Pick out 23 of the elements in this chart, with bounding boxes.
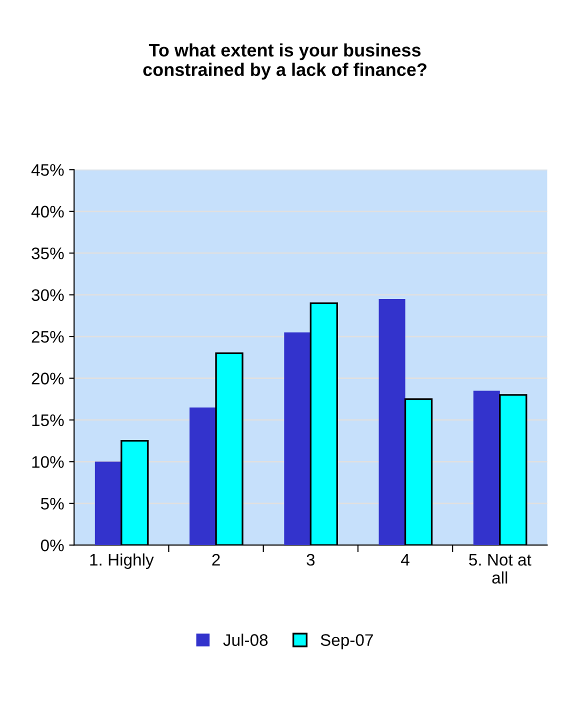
y-tick-label: 0% xyxy=(40,540,64,552)
y-tick-label: 5% xyxy=(40,498,64,510)
x-tick-label: 5. Not at all xyxy=(469,554,532,584)
y-tick-label: 25% xyxy=(32,330,64,343)
bar xyxy=(473,390,500,546)
y-tick-label: 40% xyxy=(31,206,64,218)
legend-label: Sep-07 xyxy=(320,634,373,650)
y-tick-label: 15% xyxy=(32,414,64,426)
x-tick-label: 3 xyxy=(306,554,315,566)
y-tick-label: 10% xyxy=(32,456,64,468)
chart-title: To what extent is your business constrained by a lack of finance? xyxy=(143,43,426,80)
x-tick-label: 2 xyxy=(212,554,220,566)
bar xyxy=(94,462,122,546)
y-tick-label: 35% xyxy=(32,248,64,260)
bar xyxy=(190,407,216,546)
x-tick-label: 1. Highly xyxy=(90,553,154,569)
bar xyxy=(378,298,406,546)
legend-label: Jul-08 xyxy=(223,634,268,646)
x-tick-label: 4 xyxy=(401,554,410,566)
y-tick-label: 30% xyxy=(32,289,64,302)
y-tick-label: 20% xyxy=(32,372,64,384)
y-tick-label: 45% xyxy=(31,164,64,176)
bar xyxy=(284,332,311,546)
